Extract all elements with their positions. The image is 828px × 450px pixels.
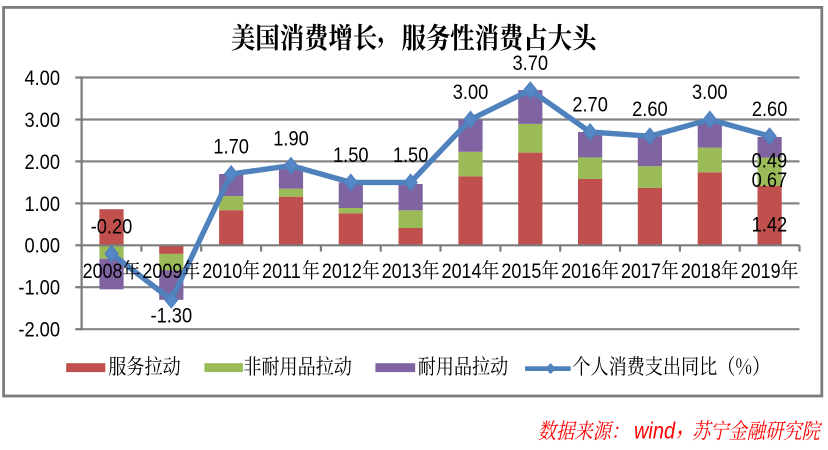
- svg-text:2.60: 2.60: [752, 98, 788, 122]
- svg-text:3.00: 3.00: [453, 81, 489, 105]
- svg-text:1.50: 1.50: [393, 144, 429, 168]
- svg-text:2009: 2009: [142, 260, 182, 284]
- svg-text:-2.00: -2.00: [18, 318, 60, 342]
- svg-text:2.70: 2.70: [572, 93, 608, 117]
- svg-text:0.00: 0.00: [24, 234, 60, 258]
- svg-text:1.50: 1.50: [333, 144, 369, 168]
- svg-text:0.49: 0.49: [752, 149, 788, 173]
- svg-text:2013: 2013: [382, 260, 422, 284]
- svg-text:-1.00: -1.00: [18, 276, 60, 300]
- svg-text:2008: 2008: [83, 260, 123, 284]
- svg-text:3.70: 3.70: [513, 51, 549, 75]
- svg-text:3.00: 3.00: [692, 81, 728, 105]
- svg-text:2011: 2011: [262, 260, 301, 284]
- svg-text:2016: 2016: [561, 260, 601, 284]
- svg-text:3.00: 3.00: [24, 109, 60, 133]
- svg-text:2.60: 2.60: [632, 98, 668, 122]
- svg-text:1.00: 1.00: [24, 192, 60, 216]
- svg-text:2015: 2015: [501, 260, 541, 284]
- svg-text:1.42: 1.42: [752, 213, 788, 237]
- svg-text:2.00: 2.00: [24, 150, 60, 174]
- svg-text:2019: 2019: [741, 260, 781, 284]
- svg-text:2018: 2018: [681, 260, 721, 284]
- svg-text:1.70: 1.70: [213, 135, 249, 159]
- svg-text:1.90: 1.90: [273, 127, 309, 151]
- svg-text:4.00: 4.00: [24, 67, 60, 91]
- svg-text:2010: 2010: [202, 260, 242, 284]
- svg-text:2012: 2012: [322, 260, 362, 284]
- svg-text:wind: wind: [634, 417, 676, 444]
- svg-text:-1.30: -1.30: [150, 304, 192, 328]
- svg-text:-0.20: -0.20: [91, 215, 133, 239]
- svg-text:2017: 2017: [621, 260, 661, 284]
- svg-text:2014: 2014: [442, 260, 482, 284]
- svg-text:0.67: 0.67: [752, 169, 788, 193]
